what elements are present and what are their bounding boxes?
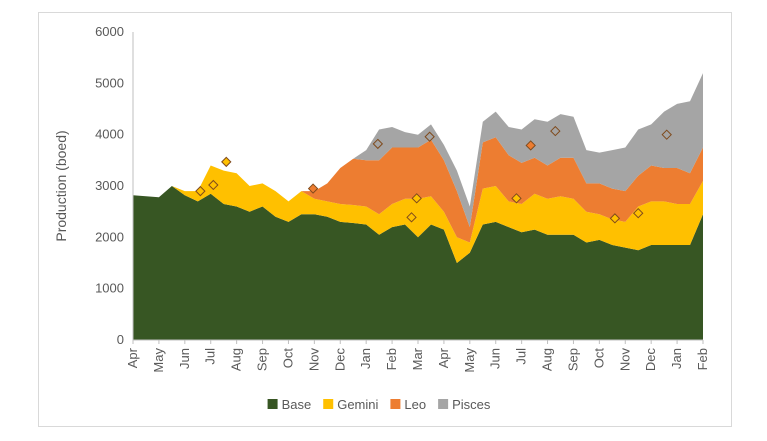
x-tick-label: Jun bbox=[177, 348, 192, 369]
diamond-marker bbox=[424, 131, 435, 142]
area-leo bbox=[133, 137, 703, 243]
x-tick-label: Mar bbox=[410, 347, 425, 370]
y-tick-label: 5000 bbox=[95, 75, 124, 90]
diamond-marker bbox=[221, 156, 232, 168]
legend-label-pisces: Pisces bbox=[452, 397, 491, 412]
x-tick-label: Jul bbox=[203, 348, 218, 365]
legend: Base Gemini Leo Pisces bbox=[267, 397, 491, 412]
x-tick-label: May bbox=[462, 348, 477, 373]
y-tick-label: 0 bbox=[117, 332, 124, 347]
x-tick-label: Jan bbox=[358, 348, 373, 369]
area-series-group bbox=[133, 73, 703, 340]
legend-label-gemini: Gemini bbox=[337, 397, 378, 412]
diamond-marker bbox=[307, 183, 319, 194]
diamond-marker bbox=[372, 138, 384, 150]
legend-swatch-leo bbox=[390, 399, 401, 409]
x-tick-label: Feb bbox=[695, 348, 710, 370]
x-tick-label: Jan bbox=[669, 348, 684, 369]
diamond-marker bbox=[208, 179, 219, 191]
x-tick-label: May bbox=[151, 348, 166, 373]
x-tick-label: Jun bbox=[488, 348, 503, 369]
y-tick-label: 1000 bbox=[95, 281, 124, 296]
marker-group bbox=[195, 125, 672, 224]
area-base bbox=[133, 186, 703, 340]
x-tick-label: Nov bbox=[617, 348, 632, 372]
x-tick-label: Oct bbox=[280, 348, 295, 369]
diamond-marker bbox=[550, 125, 561, 137]
area-gemini bbox=[133, 165, 703, 263]
diamond-marker bbox=[195, 185, 206, 197]
diamond-marker bbox=[609, 213, 621, 224]
x-tick-label: Aug bbox=[540, 348, 555, 371]
y-tick-label: 4000 bbox=[95, 127, 124, 142]
y-axis-label: Production (boed) bbox=[53, 130, 69, 241]
tick-label-group: 0 1000 2000 3000 4000 5000 6000 Apr May Jun Jul Aug… bbox=[95, 24, 710, 373]
x-tick-label: Sep bbox=[565, 348, 580, 371]
y-tick-label: 3000 bbox=[95, 178, 124, 193]
x-tick-label: Jul bbox=[514, 348, 529, 365]
x-tick-label: Oct bbox=[591, 348, 606, 369]
x-tick-label: Nov bbox=[306, 348, 321, 372]
diamond-marker bbox=[525, 140, 536, 151]
legend-swatch-base bbox=[267, 399, 278, 409]
diamond-marker bbox=[406, 212, 417, 223]
legend-swatch-pisces bbox=[438, 399, 449, 409]
diamond-marker bbox=[411, 193, 422, 204]
x-tick-label: Feb bbox=[384, 348, 399, 370]
diamond-marker bbox=[633, 207, 644, 219]
diamond-marker bbox=[661, 129, 672, 140]
legend-label-base: Base bbox=[282, 397, 312, 412]
x-tick-label: Dec bbox=[332, 348, 347, 372]
y-tick-label: 6000 bbox=[95, 24, 124, 39]
legend-label-leo: Leo bbox=[404, 397, 426, 412]
x-tick-label: Apr bbox=[125, 347, 140, 368]
x-tick-label: Aug bbox=[229, 348, 244, 371]
x-tick-label: Apr bbox=[436, 347, 451, 368]
y-tick-label: 2000 bbox=[95, 229, 124, 244]
x-tick-label: Dec bbox=[643, 348, 658, 372]
legend-swatch-gemini bbox=[323, 399, 334, 409]
diamond-marker bbox=[511, 193, 522, 204]
x-tick-label: Sep bbox=[255, 348, 270, 371]
